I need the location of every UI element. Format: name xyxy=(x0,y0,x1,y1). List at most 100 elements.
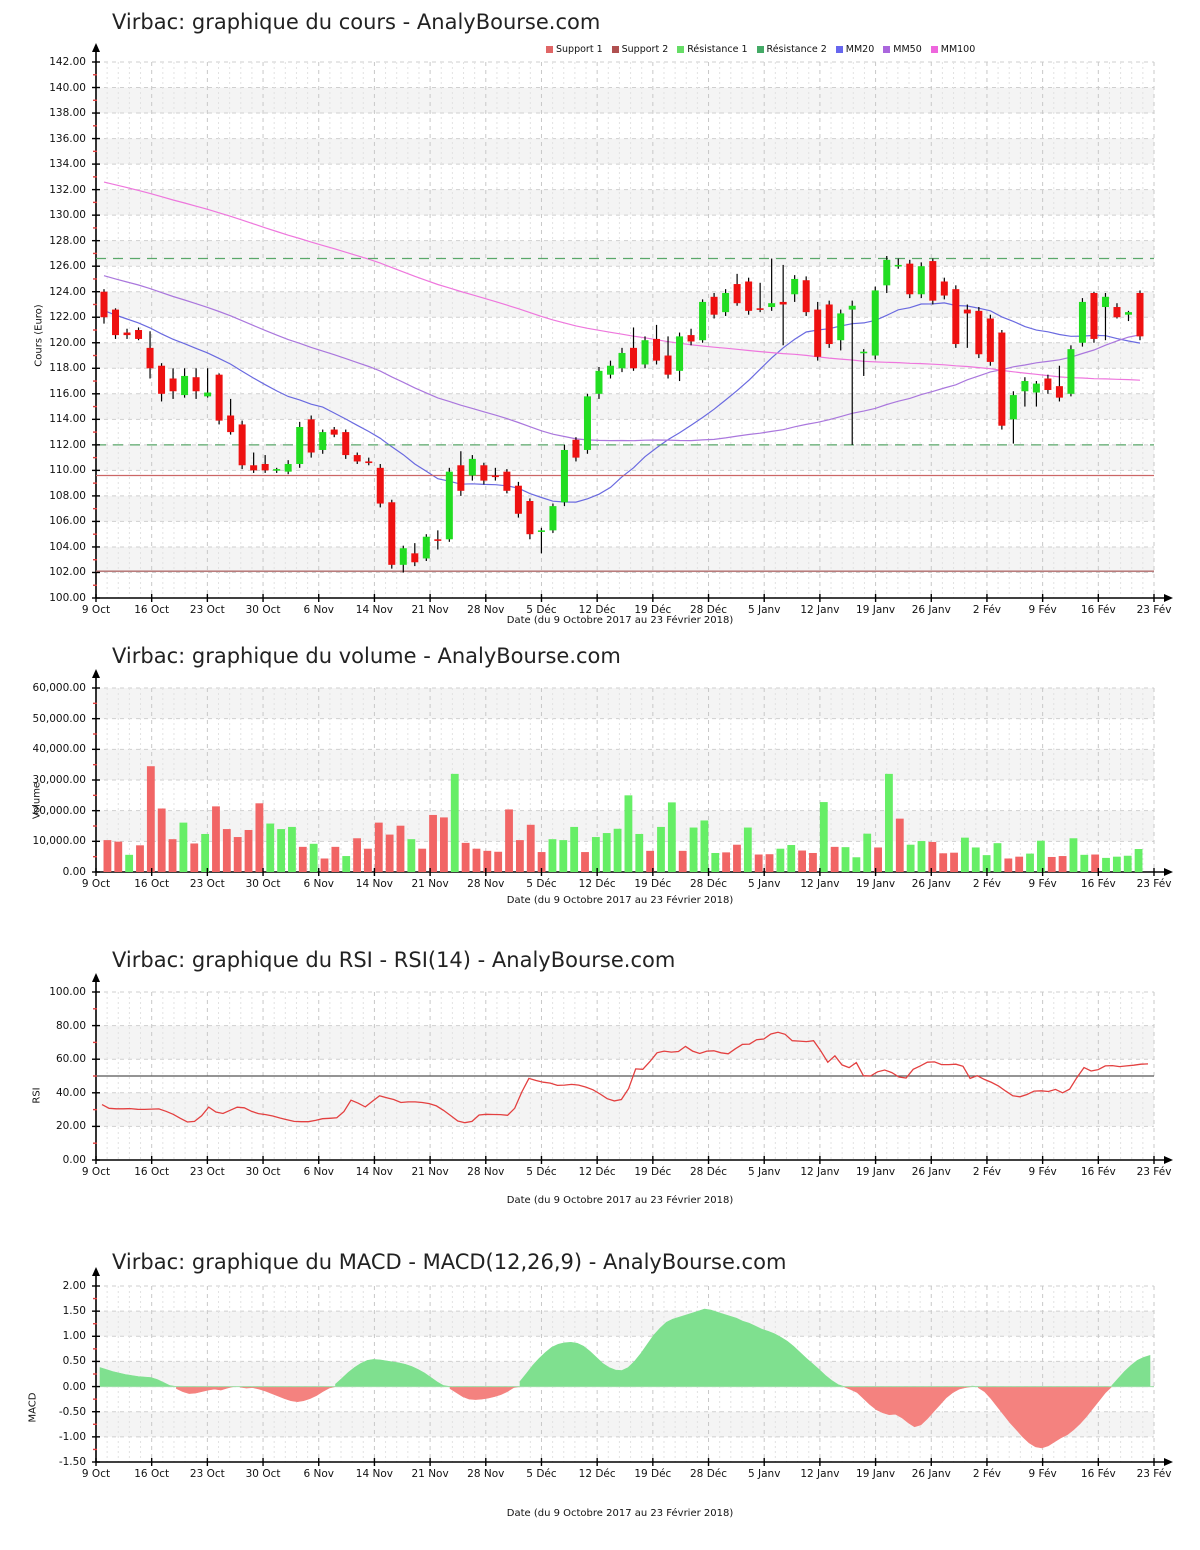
x-axis-tick: 12 Janv xyxy=(800,878,840,890)
price-chart-title: Virbac: graphique du cours - AnalyBourse… xyxy=(112,10,601,34)
price-chart-plot[interactable] xyxy=(0,0,1200,640)
x-axis-tick: 5 Janv xyxy=(747,1468,781,1480)
legend-label: MM100 xyxy=(940,44,976,55)
x-axis-tick: 9 Oct xyxy=(81,1166,111,1178)
x-axis-tick: 23 Fév xyxy=(1136,1166,1172,1178)
rsi-chart-panel: Virbac: graphique du RSI - RSI(14) - Ana… xyxy=(0,940,1200,1240)
y-axis-tick: 0.00 xyxy=(62,1380,86,1393)
macd-chart-panel: Virbac: graphique du MACD - MACD(12,26,9… xyxy=(0,1240,1200,1540)
x-axis-tick: 14 Nov xyxy=(355,1468,394,1480)
x-axis-tick: 16 Oct xyxy=(134,878,170,890)
y-axis-tick: 132.00 xyxy=(49,183,86,196)
x-axis-tick: 16 Oct xyxy=(134,1166,170,1178)
x-axis-tick: 5 Déc xyxy=(526,1468,557,1480)
x-axis-tick: 19 Déc xyxy=(634,604,672,616)
x-axis-tick: 30 Oct xyxy=(245,1468,281,1480)
y-axis-tick: 0.50 xyxy=(62,1355,86,1368)
x-axis-tick: 6 Nov xyxy=(303,1166,334,1178)
x-axis-tick: 23 Fév xyxy=(1136,604,1172,616)
x-axis-tick: 14 Nov xyxy=(355,1166,394,1178)
x-axis-tick: 12 Déc xyxy=(578,604,616,616)
legend-item-1[interactable]: Support 2 xyxy=(611,44,668,55)
x-axis-tick: 9 Oct xyxy=(81,1468,111,1480)
x-axis-tick: 9 Fév xyxy=(1028,604,1057,616)
x-axis-tick: 28 Nov xyxy=(467,604,505,616)
y-axis-tick: 128.00 xyxy=(49,234,86,247)
price-chart-panel: Virbac: graphique du cours - AnalyBourse… xyxy=(0,0,1200,640)
legend-swatch-icon xyxy=(883,46,891,53)
x-axis-tick: 16 Fév xyxy=(1080,878,1116,890)
legend-swatch-icon xyxy=(930,46,938,53)
x-axis-tick: 26 Janv xyxy=(911,878,951,890)
legend-label: MM20 xyxy=(845,44,875,55)
x-axis-tick: 12 Janv xyxy=(800,1166,840,1178)
y-axis-tick: 124.00 xyxy=(49,285,86,298)
x-axis-tick: 12 Déc xyxy=(578,878,616,890)
y-axis-tick: -1.50 xyxy=(58,1456,86,1468)
x-axis-tick: 16 Oct xyxy=(134,604,170,616)
x-axis-tick: 23 Fév xyxy=(1136,878,1172,890)
x-axis-tick: 14 Nov xyxy=(355,878,394,890)
x-axis-tick: 5 Déc xyxy=(526,1166,557,1178)
x-axis-tick: 19 Janv xyxy=(856,878,896,890)
volume-y-axis-label: Volume xyxy=(31,781,43,820)
x-axis-tick: 16 Fév xyxy=(1080,1468,1116,1480)
x-axis-tick: 14 Nov xyxy=(355,604,394,616)
x-axis-tick: 28 Déc xyxy=(690,604,728,616)
y-axis-tick: 60,000.00 xyxy=(32,682,86,694)
x-axis-tick: 28 Nov xyxy=(467,878,505,890)
y-axis-tick: 130.00 xyxy=(49,209,86,222)
y-axis-tick: 122.00 xyxy=(49,311,86,324)
legend-label: Support 1 xyxy=(556,44,603,55)
x-axis-tick: 23 Oct xyxy=(189,604,225,616)
y-axis-tick: 10,000.00 xyxy=(32,835,86,848)
x-axis-tick: 2 Fév xyxy=(972,604,1002,616)
y-axis-tick: 118.00 xyxy=(49,362,86,375)
x-axis-tick: 26 Janv xyxy=(911,1468,951,1480)
x-axis-tick: 5 Janv xyxy=(747,1166,781,1178)
x-axis-tick: 9 Oct xyxy=(81,878,111,890)
y-axis-tick: 60.00 xyxy=(55,1053,86,1066)
legend-item-3[interactable]: Résistance 2 xyxy=(756,44,827,55)
legend-swatch-icon xyxy=(546,46,553,53)
legend-item-5[interactable]: MM50 xyxy=(883,44,922,55)
x-axis-tick: 12 Déc xyxy=(578,1468,616,1480)
x-axis-tick: 5 Déc xyxy=(526,878,557,890)
y-axis-tick: 136.00 xyxy=(49,132,86,145)
y-axis-tick: 2.00 xyxy=(62,1280,86,1292)
y-axis-tick: 20,000.00 xyxy=(32,804,86,817)
x-axis-tick: 2 Fév xyxy=(972,1468,1002,1480)
legend-label: Résistance 1 xyxy=(687,44,748,55)
rsi-chart-plot[interactable] xyxy=(0,940,1200,1240)
x-axis-tick: 21 Nov xyxy=(411,604,449,616)
x-axis-tick: 9 Oct xyxy=(81,604,111,616)
y-axis-tick: 0.00 xyxy=(62,1154,86,1166)
x-axis-tick: 5 Déc xyxy=(526,604,557,616)
y-axis-tick: 100.00 xyxy=(49,592,86,604)
macd-chart-title: Virbac: graphique du MACD - MACD(12,26,9… xyxy=(112,1250,787,1274)
y-axis-tick: 50,000.00 xyxy=(32,712,86,725)
legend-swatch-icon xyxy=(611,46,619,53)
x-axis-tick: 26 Janv xyxy=(911,604,951,616)
legend-label: MM50 xyxy=(893,44,922,55)
y-axis-tick: 116.00 xyxy=(49,387,86,400)
y-axis-tick: 112.00 xyxy=(49,438,86,451)
x-axis-tick: 21 Nov xyxy=(411,878,449,890)
legend-item-2[interactable]: Résistance 1 xyxy=(677,44,748,55)
volume-chart-plot[interactable] xyxy=(0,640,1200,940)
volume-chart-title: Virbac: graphique du volume - AnalyBours… xyxy=(112,644,621,668)
macd-chart-plot[interactable] xyxy=(0,1240,1200,1540)
legend-item-0[interactable]: Support 1 xyxy=(546,44,603,55)
rsi-chart-title: Virbac: graphique du RSI - RSI(14) - Ana… xyxy=(112,948,676,972)
legend-item-6[interactable]: MM100 xyxy=(930,44,976,55)
x-axis-tick: 19 Déc xyxy=(634,878,672,890)
legend-item-4[interactable]: MM20 xyxy=(835,44,875,55)
x-axis-tick: 2 Fév xyxy=(972,1166,1002,1178)
y-axis-tick: 142.00 xyxy=(49,56,86,68)
x-axis-tick: 9 Fév xyxy=(1028,1166,1057,1178)
y-axis-tick: 20.00 xyxy=(55,1120,86,1133)
x-axis-tick: 19 Janv xyxy=(856,1166,896,1178)
y-axis-tick: 1.00 xyxy=(62,1330,86,1343)
x-axis-tick: 19 Déc xyxy=(634,1166,672,1178)
x-axis-tick: 28 Déc xyxy=(690,878,728,890)
